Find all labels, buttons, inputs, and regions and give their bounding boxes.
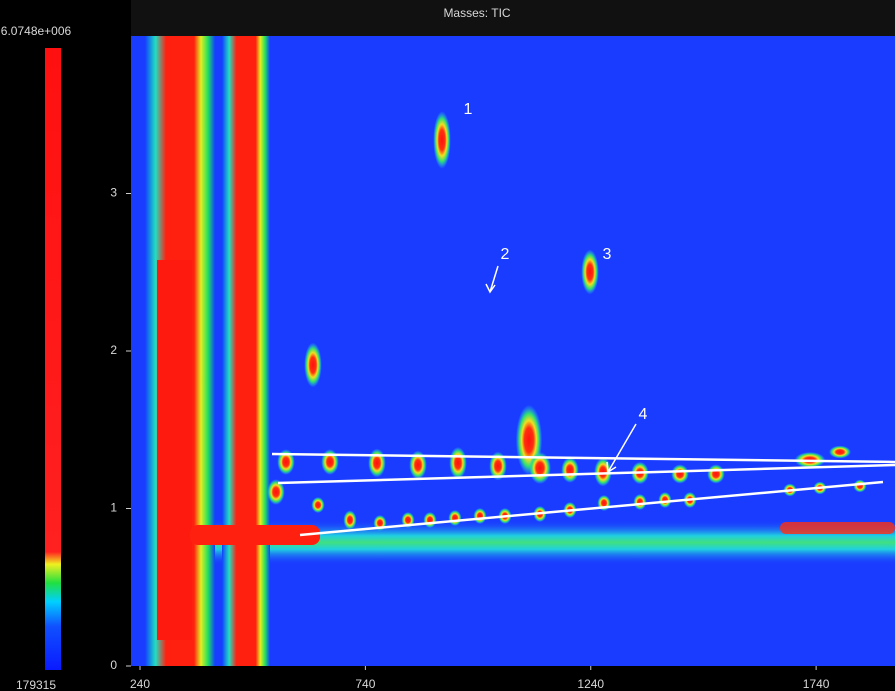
colorbar-label: 179315 <box>16 678 56 691</box>
chart-title: Masses: TIC <box>443 6 510 20</box>
solvent-band <box>222 36 270 666</box>
x-tick-label: 1240 <box>577 677 604 691</box>
peak <box>473 508 486 524</box>
peak <box>658 492 671 508</box>
peak <box>448 510 461 526</box>
annotation: 4 <box>639 406 648 423</box>
peak <box>853 480 866 493</box>
y-tick-label: 1 <box>110 501 117 515</box>
annotation: 2 <box>501 246 510 263</box>
annotation: 1 <box>464 101 473 118</box>
y-tick-label: 0 <box>110 658 117 672</box>
peak <box>321 449 339 475</box>
colorbar <box>45 48 61 670</box>
peak <box>449 447 467 479</box>
x-tick-label: 240 <box>130 677 150 691</box>
title-bar <box>131 0 895 36</box>
peak <box>633 494 646 510</box>
peak <box>311 497 324 513</box>
x-tick-label: 740 <box>355 677 375 691</box>
late-band <box>780 522 895 534</box>
colorbar-label: 6.0748e+006 <box>1 24 72 38</box>
chart: Masses: TIC 240 740 1240 1740 0 1 2 3 179315 6.07… <box>0 0 895 691</box>
peak <box>368 449 386 478</box>
x-tick-label: 1740 <box>803 677 830 691</box>
peak <box>581 250 599 295</box>
peak <box>433 111 451 169</box>
peak <box>561 457 579 483</box>
peak <box>829 446 851 459</box>
peak <box>671 464 689 483</box>
solvent-core <box>157 260 192 640</box>
peak <box>423 512 436 528</box>
peak <box>304 343 322 388</box>
y-tick-label: 3 <box>110 186 117 200</box>
annotation: 3 <box>603 246 612 263</box>
plot-area <box>131 36 895 666</box>
y-tick-label: 2 <box>110 343 117 357</box>
peak <box>343 510 356 529</box>
peak <box>707 464 725 483</box>
